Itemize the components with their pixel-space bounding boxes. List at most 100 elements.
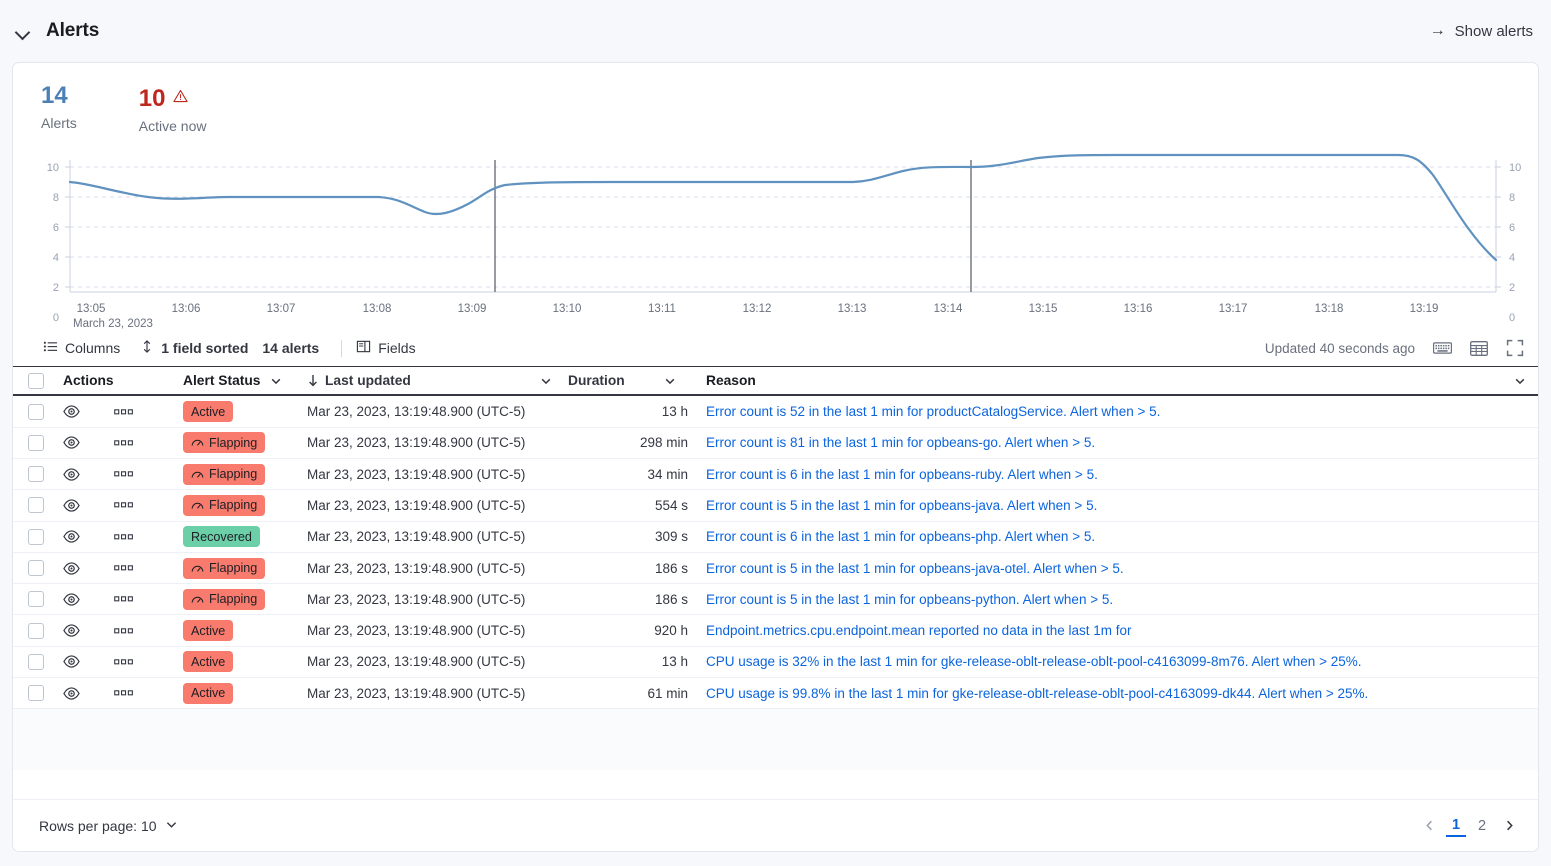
status-badge[interactable]: Flapping (183, 588, 266, 610)
status-badge[interactable]: Flapping (183, 494, 266, 516)
status-badge-label: Flapping (209, 592, 258, 607)
column-header-last-updated[interactable]: Last updated (307, 373, 564, 388)
more-actions-icon[interactable] (114, 689, 134, 697)
page-button-2[interactable]: 2 (1477, 817, 1487, 834)
more-actions-icon[interactable] (114, 439, 134, 447)
reason-link[interactable]: Error count is 6 in the last 1 min for o… (706, 529, 1096, 545)
flapping-icon (191, 469, 204, 480)
chevron-down-icon[interactable] (270, 375, 282, 387)
more-actions-icon[interactable] (114, 658, 134, 666)
status-badge[interactable]: Recovered (183, 526, 260, 548)
more-actions-icon[interactable] (114, 564, 134, 572)
columns-button[interactable]: Columns (43, 339, 120, 357)
table-row[interactable]: Flapping Mar 23, 2023, 13:19:48.900 (UTC-… (13, 428, 1538, 459)
row-checkbox[interactable] (27, 560, 44, 577)
table-body: Active Mar 23, 2023, 13:19:48.900 (UTC-5)… (13, 396, 1538, 710)
sort-button[interactable]: 1 field sorted 14 alerts (140, 339, 319, 357)
row-reason-cell: Error count is 5 in the last 1 min for o… (698, 561, 1538, 576)
status-badge[interactable]: Active (183, 401, 234, 423)
column-header-alert-status[interactable]: Alert Status (183, 373, 307, 388)
row-checkbox[interactable] (27, 434, 44, 451)
table-row[interactable]: Flapping Mar 23, 2023, 13:19:48.900 (UTC-… (13, 553, 1538, 585)
reason-link[interactable]: Error count is 5 in the last 1 min for o… (706, 560, 1124, 576)
status-badge[interactable]: Active (183, 651, 234, 673)
row-reason-cell: Endpoint.metrics.cpu.endpoint.mean repor… (698, 623, 1538, 638)
more-actions-icon[interactable] (114, 595, 134, 603)
chevron-right-icon[interactable] (1498, 815, 1520, 837)
eye-icon[interactable] (63, 560, 80, 577)
table-row[interactable]: Active Mar 23, 2023, 13:19:48.900 (UTC-5)… (13, 396, 1538, 428)
eye-icon[interactable] (63, 685, 80, 702)
svg-text:4: 4 (53, 252, 59, 264)
row-checkbox[interactable] (27, 403, 44, 420)
row-duration-cell: 186 s (564, 592, 698, 607)
row-checkbox[interactable] (27, 528, 44, 545)
row-checkbox[interactable] (27, 497, 44, 514)
select-all-checkbox[interactable] (27, 372, 44, 389)
fields-button[interactable]: Fields (356, 339, 416, 357)
reason-link[interactable]: Endpoint.metrics.cpu.endpoint.mean repor… (706, 623, 1132, 639)
table-row[interactable]: Flapping Mar 23, 2023, 13:19:48.900 (UTC-… (13, 459, 1538, 491)
display-density-icon[interactable] (1470, 340, 1488, 357)
chevron-down-icon[interactable] (664, 375, 688, 387)
status-badge[interactable]: Flapping (183, 557, 266, 579)
reason-link[interactable]: Error count is 5 in the last 1 min for o… (706, 497, 1098, 513)
row-last-updated-cell: Mar 23, 2023, 13:19:48.900 (UTC-5) (307, 623, 564, 638)
svg-text:13:05: 13:05 (77, 303, 106, 315)
reason-link[interactable]: Error count is 5 in the last 1 min for o… (706, 591, 1114, 607)
row-last-updated-cell: Mar 23, 2023, 13:19:48.900 (UTC-5) (307, 654, 564, 669)
flapping-icon (191, 594, 204, 605)
row-actions-cell (49, 466, 183, 483)
reason-link[interactable]: Error count is 6 in the last 1 min for o… (706, 466, 1098, 482)
fullscreen-icon[interactable] (1506, 339, 1524, 357)
status-badge[interactable]: Active (183, 682, 234, 704)
eye-icon[interactable] (63, 434, 80, 451)
row-last-updated-cell: Mar 23, 2023, 13:19:48.900 (UTC-5) (307, 498, 564, 513)
eye-icon[interactable] (63, 653, 80, 670)
rows-per-page-selector[interactable]: Rows per page: 10 (39, 818, 178, 834)
chevron-left-icon[interactable] (1418, 815, 1440, 837)
status-badge[interactable]: Active (183, 620, 234, 642)
row-checkbox[interactable] (27, 466, 44, 483)
svg-text:6: 6 (1509, 222, 1515, 234)
status-badge[interactable]: Flapping (183, 463, 266, 485)
eye-icon[interactable] (63, 622, 80, 639)
svg-text:13:09: 13:09 (458, 303, 487, 315)
eye-icon[interactable] (63, 591, 80, 608)
status-badge[interactable]: Flapping (183, 432, 266, 454)
table-row[interactable]: Recovered Mar 23, 2023, 13:19:48.900 (UTC… (13, 522, 1538, 553)
row-actions-cell (49, 560, 183, 577)
table-row[interactable]: Flapping Mar 23, 2023, 13:19:48.900 (UTC-… (13, 584, 1538, 616)
eye-icon[interactable] (63, 403, 80, 420)
more-actions-icon[interactable] (114, 470, 134, 478)
reason-link[interactable]: CPU usage is 99.8% in the last 1 min for… (706, 685, 1369, 701)
column-header-reason[interactable]: Reason (698, 373, 1538, 388)
column-header-duration[interactable]: Duration (564, 373, 698, 388)
more-actions-icon[interactable] (114, 408, 134, 416)
keyboard-icon[interactable] (1433, 340, 1452, 356)
eye-icon[interactable] (63, 466, 80, 483)
page-button-1[interactable]: 1 (1446, 815, 1466, 837)
reason-link[interactable]: CPU usage is 32% in the last 1 min for g… (706, 654, 1362, 670)
eye-icon[interactable] (63, 497, 80, 514)
chevron-down-icon[interactable] (540, 375, 564, 387)
more-actions-icon[interactable] (114, 627, 134, 635)
row-checkbox[interactable] (27, 653, 44, 670)
table-row[interactable]: Flapping Mar 23, 2023, 13:19:48.900 (UTC-… (13, 490, 1538, 522)
show-alerts-button[interactable]: → Show alerts (1430, 23, 1533, 40)
table-row[interactable]: Active Mar 23, 2023, 13:19:48.900 (UTC-5)… (13, 615, 1538, 647)
row-checkbox[interactable] (27, 685, 44, 702)
more-actions-icon[interactable] (114, 501, 134, 509)
svg-text:2: 2 (1509, 282, 1515, 294)
reason-link[interactable]: Error count is 81 in the last 1 min for … (706, 435, 1096, 451)
more-actions-icon[interactable] (114, 533, 134, 541)
row-checkbox[interactable] (27, 591, 44, 608)
eye-icon[interactable] (63, 528, 80, 545)
svg-text:13:18: 13:18 (1315, 303, 1344, 315)
chevron-down-icon[interactable] (1514, 375, 1538, 387)
row-checkbox[interactable] (27, 622, 44, 639)
chevron-down-icon[interactable] (14, 22, 32, 40)
table-row[interactable]: Active Mar 23, 2023, 13:19:48.900 (UTC-5)… (13, 678, 1538, 710)
reason-link[interactable]: Error count is 52 in the last 1 min for … (706, 404, 1161, 420)
table-row[interactable]: Active Mar 23, 2023, 13:19:48.900 (UTC-5)… (13, 647, 1538, 679)
